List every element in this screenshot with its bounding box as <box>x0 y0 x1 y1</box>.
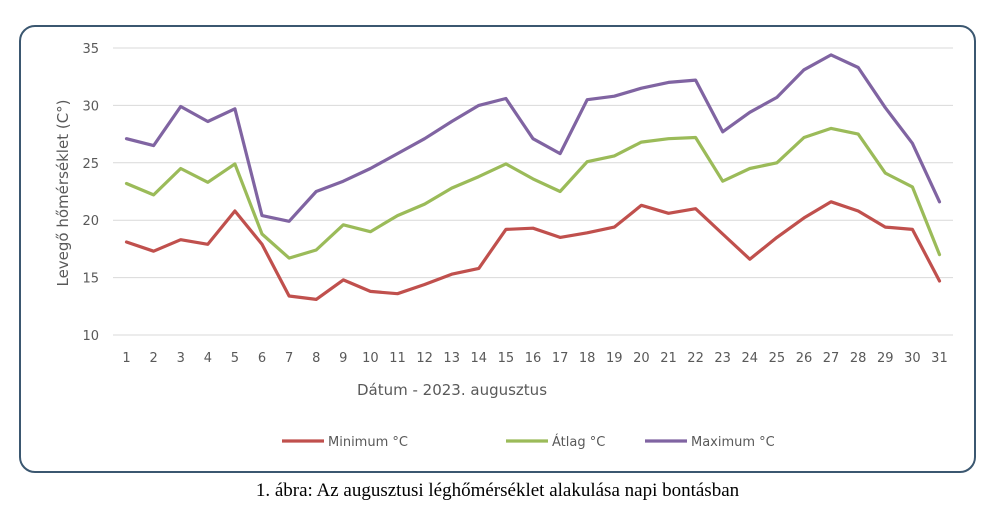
y-tick-label: 10 <box>82 329 99 344</box>
x-tick-label: 22 <box>687 351 704 366</box>
figure-caption: 1. ábra: Az augusztusi léghőmérséklet al… <box>255 480 740 501</box>
legend-item: Maximum °C <box>645 435 775 450</box>
x-tick-label: 8 <box>312 351 320 366</box>
x-tick-label: 13 <box>443 351 460 366</box>
y-tick-labels: 10 15 20 25 30 35 <box>82 42 99 344</box>
x-tick-label: 31 <box>931 351 948 366</box>
y-tick-label: 15 <box>82 272 99 287</box>
x-tick-label: 10 <box>362 351 379 366</box>
legend-item: Minimum °C <box>282 435 408 450</box>
x-tick-label: 27 <box>823 351 840 366</box>
legend-label: Minimum °C <box>328 435 408 450</box>
x-tick-label: 4 <box>204 351 212 366</box>
x-tick-label: 12 <box>416 351 433 366</box>
x-tick-label: 2 <box>150 351 158 366</box>
x-tick-label: 7 <box>285 351 293 366</box>
x-tick-label: 28 <box>850 351 867 366</box>
x-tick-label: 18 <box>579 351 596 366</box>
x-tick-label: 9 <box>339 351 347 366</box>
x-tick-label: 20 <box>633 351 650 366</box>
legend-item: Átlag °C <box>506 434 605 450</box>
x-tick-label: 14 <box>471 351 488 366</box>
y-tick-label: 25 <box>82 157 99 172</box>
legend-label: Maximum °C <box>691 435 775 450</box>
x-tick-label: 1 <box>122 351 130 366</box>
x-tick-label: 25 <box>769 351 786 366</box>
series-line <box>124 126 942 260</box>
gridlines <box>113 47 953 336</box>
x-tick-label: 6 <box>258 351 266 366</box>
series-line <box>124 200 942 301</box>
x-tick-label: 23 <box>714 351 731 366</box>
x-tick-label: 3 <box>177 351 185 366</box>
y-axis-title: Levegő hőmérséklet (C°) <box>54 99 72 286</box>
x-axis-title: Dátum - 2023. augusztus <box>357 381 547 399</box>
y-tick-label: 30 <box>82 99 99 114</box>
x-tick-label: 21 <box>660 351 677 366</box>
x-tick-label: 26 <box>796 351 813 366</box>
x-tick-label: 15 <box>498 351 515 366</box>
series-line <box>124 53 942 223</box>
x-tick-label: 19 <box>606 351 623 366</box>
x-tick-label: 5 <box>231 351 239 366</box>
series-lines <box>124 53 942 301</box>
x-tick-label: 30 <box>904 351 921 366</box>
x-tick-labels: 1 2 3 4 5 6 7 8 9 10 11 12 13 14 15 16 17 18 19 20 21 22 23 24 2… <box>122 351 947 366</box>
x-tick-label: 11 <box>389 351 406 366</box>
y-tick-label: 20 <box>82 214 99 229</box>
legend: Minimum °C Átlag °C Maximum °C <box>282 434 775 450</box>
y-tick-label: 35 <box>82 42 99 57</box>
x-tick-label: 24 <box>742 351 759 366</box>
x-tick-label: 29 <box>877 351 894 366</box>
legend-label: Átlag °C <box>552 434 605 450</box>
x-tick-label: 17 <box>552 351 569 366</box>
x-tick-label: 16 <box>525 351 542 366</box>
